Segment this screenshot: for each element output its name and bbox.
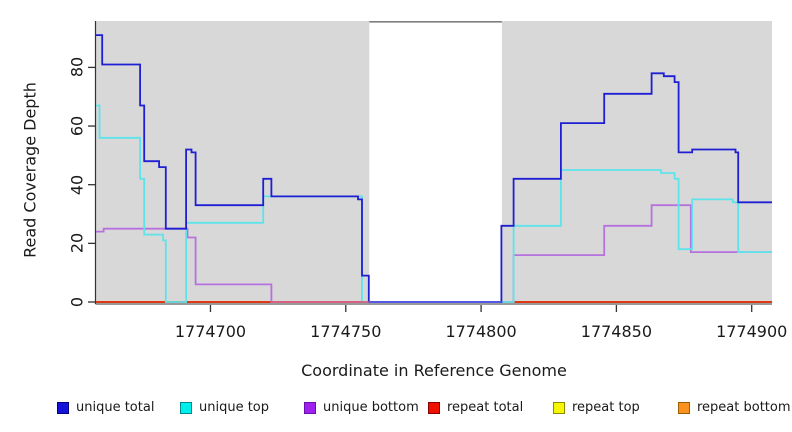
legend-label-unique-top: unique top: [199, 400, 270, 415]
legend-label-repeat-top: repeat top: [572, 400, 640, 415]
x-axis-title: Coordinate in Reference Genome: [301, 361, 567, 380]
y-tick-label: 0: [67, 296, 87, 308]
legend-label-repeat-bottom: repeat bottom: [697, 400, 791, 415]
legend-swatch-unique-bottom: [304, 402, 316, 414]
legend-swatch-repeat-top: [553, 402, 565, 414]
y-tick-label: 80: [67, 57, 87, 78]
legend-swatch-repeat-bottom: [678, 402, 690, 414]
gap-region: [369, 21, 502, 303]
x-tick-label: 1774900: [716, 322, 788, 341]
x-tick-label: 1774850: [580, 322, 653, 341]
legend-label-unique-total: unique total: [76, 400, 155, 415]
legend-swatch-unique-top: [180, 402, 192, 414]
y-tick-label: 40: [67, 174, 87, 195]
legend-label-repeat-total: repeat total: [447, 400, 524, 415]
y-tick-label: 20: [67, 233, 87, 254]
legend-label-unique-bottom: unique bottom: [323, 400, 419, 415]
x-tick-label: 1774750: [310, 322, 382, 341]
legend-swatch-unique-total: [57, 402, 69, 414]
legend-swatch-repeat-total: [428, 402, 440, 414]
y-tick-label: 60: [67, 115, 87, 137]
series-line-unique-total: [96, 34, 772, 303]
x-tick-label: 1774700: [174, 322, 247, 341]
y-axis-title: Read Coverage Depth: [20, 82, 40, 258]
x-tick-label: 1774800: [445, 322, 517, 341]
